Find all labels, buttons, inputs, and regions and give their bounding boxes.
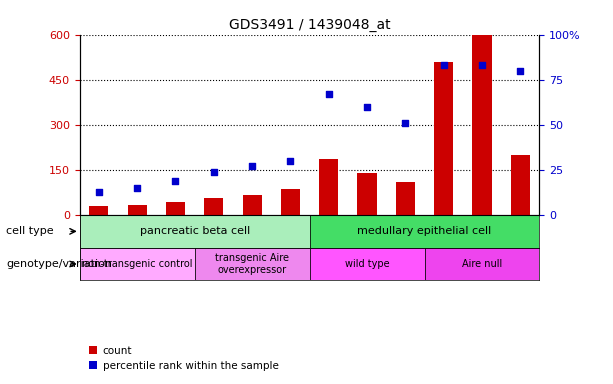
- Bar: [80, 248, 195, 280]
- Point: [94, 189, 104, 195]
- Bar: [243, 195, 262, 215]
- Bar: [310, 248, 424, 280]
- Text: pancreatic beta cell: pancreatic beta cell: [140, 226, 249, 237]
- Text: non-transgenic control: non-transgenic control: [82, 259, 192, 269]
- Text: genotype/variation: genotype/variation: [6, 259, 112, 269]
- Bar: [424, 248, 539, 280]
- Bar: [319, 159, 338, 215]
- Point: [477, 62, 487, 68]
- Bar: [89, 206, 109, 215]
- Point: [362, 104, 372, 110]
- Legend: count, percentile rank within the sample: count, percentile rank within the sample: [85, 341, 283, 375]
- Bar: [166, 202, 185, 215]
- Text: cell type: cell type: [6, 226, 54, 237]
- Point: [324, 91, 333, 97]
- Point: [209, 169, 219, 175]
- Point: [247, 163, 257, 169]
- Bar: [357, 173, 376, 215]
- Bar: [80, 215, 310, 248]
- Point: [132, 185, 142, 191]
- Text: medullary epithelial cell: medullary epithelial cell: [357, 226, 492, 237]
- Text: wild type: wild type: [345, 259, 389, 269]
- Bar: [434, 62, 453, 215]
- Text: Aire null: Aire null: [462, 259, 502, 269]
- Bar: [396, 182, 415, 215]
- Point: [516, 68, 525, 74]
- Bar: [195, 248, 310, 280]
- Point: [170, 178, 180, 184]
- Bar: [281, 189, 300, 215]
- Title: GDS3491 / 1439048_at: GDS3491 / 1439048_at: [229, 18, 390, 32]
- Point: [400, 120, 410, 126]
- Point: [439, 62, 449, 68]
- Bar: [128, 205, 147, 215]
- Bar: [511, 155, 530, 215]
- Text: transgenic Aire
overexpressor: transgenic Aire overexpressor: [215, 253, 289, 275]
- Point: [286, 158, 295, 164]
- Bar: [473, 35, 492, 215]
- Bar: [204, 199, 223, 215]
- Bar: [310, 215, 539, 248]
